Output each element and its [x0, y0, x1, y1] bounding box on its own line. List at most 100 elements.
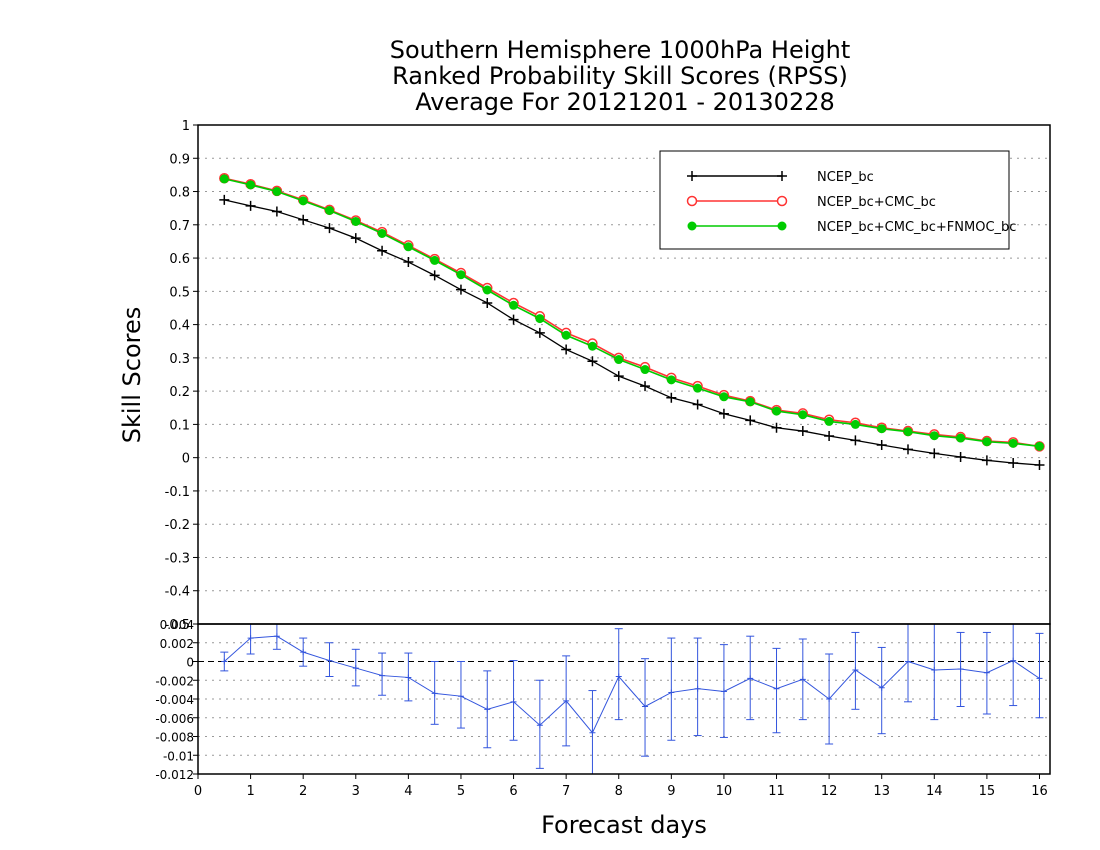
data-point	[246, 180, 256, 190]
x-tick-label: 0	[194, 784, 202, 799]
data-point	[799, 676, 806, 683]
y-tick-label: 0.002	[160, 637, 194, 651]
y-tick-label: 0.1	[169, 418, 190, 433]
y-axis-label: Skill Scores	[118, 307, 146, 444]
data-point	[694, 685, 701, 692]
y-tick-label: -0.5	[165, 618, 190, 633]
data-point	[272, 187, 282, 197]
y-tick-label: -0.004	[155, 693, 194, 707]
data-point	[692, 399, 703, 410]
data-point	[903, 427, 913, 437]
data-point	[668, 689, 675, 696]
data-point	[852, 666, 859, 673]
y-tick-label: 0.004	[160, 618, 194, 632]
data-point	[456, 270, 466, 280]
top-panel-grid	[198, 157, 1050, 592]
x-tick-label: 12	[821, 784, 838, 799]
data-point	[877, 424, 887, 434]
y-tick-label: 0.3	[169, 352, 190, 367]
data-point	[931, 666, 938, 673]
x-tick-label: 16	[1031, 784, 1048, 799]
bottom-panel-frame	[197, 623, 1051, 775]
data-point	[929, 448, 940, 459]
data-point	[403, 257, 414, 268]
data-point	[561, 344, 572, 355]
x-tick-label: 6	[509, 784, 517, 799]
data-point	[903, 444, 913, 455]
y-tick-label: 0.9	[169, 152, 190, 167]
data-point	[457, 693, 464, 700]
data-point	[745, 397, 755, 407]
y-tick-label: -0.3	[165, 551, 190, 566]
data-point	[826, 696, 833, 702]
legend-label: NCEP_bc	[817, 170, 874, 185]
x-tick-label: 7	[562, 784, 570, 799]
data-point	[324, 205, 334, 215]
data-point	[876, 440, 887, 451]
data-point	[983, 669, 990, 676]
x-tick-label: 11	[768, 784, 785, 799]
data-point	[878, 684, 885, 691]
filled-circle-marker-icon	[777, 221, 787, 231]
data-point	[484, 706, 491, 713]
legend-item-ncep-cmc-fnmoc: NCEP_bc+CMC_bc+FNMOC_bc	[687, 220, 1016, 235]
y-tick-label: -0.01	[163, 749, 194, 763]
data-point	[666, 375, 676, 385]
legend-item-ncep-bc: NCEP_bc	[687, 170, 874, 185]
data-point	[379, 672, 386, 679]
data-point	[614, 355, 624, 365]
data-point	[245, 200, 256, 211]
data-point	[1034, 459, 1045, 470]
data-point	[536, 722, 543, 729]
x-tick-label: 10	[716, 784, 733, 799]
bottom-panel-errorbars	[220, 623, 1044, 774]
data-point	[666, 392, 677, 403]
top-panel-series	[219, 172, 1045, 470]
data-point	[720, 688, 727, 695]
data-point	[956, 433, 966, 443]
y-tick-label: 1	[182, 119, 190, 134]
open-circle-marker-icon	[686, 195, 698, 207]
data-point	[298, 196, 308, 206]
data-point	[271, 206, 282, 217]
data-point	[482, 285, 492, 295]
data-point	[563, 697, 570, 704]
data-point	[1036, 675, 1043, 682]
y-tick-label: 0.2	[169, 385, 190, 400]
data-point	[589, 729, 596, 736]
y-tick-label: 0	[182, 452, 190, 467]
data-point	[587, 341, 597, 351]
data-point	[798, 410, 808, 420]
x-tick-label: 9	[667, 784, 675, 799]
x-tick-label: 5	[457, 784, 465, 799]
chart-title-line-2: Ranked Probability Skill Scores (RPSS)	[392, 62, 848, 90]
data-point	[429, 270, 440, 281]
data-point	[640, 381, 651, 392]
y-tick-label: -0.4	[165, 585, 190, 600]
data-point	[298, 214, 309, 225]
data-point	[747, 675, 754, 682]
data-point	[535, 314, 545, 324]
data-point	[300, 649, 307, 656]
data-point	[1008, 438, 1018, 448]
data-point	[824, 416, 834, 426]
data-point	[615, 673, 622, 680]
data-point	[352, 665, 359, 672]
y-tick-label: 0.5	[169, 285, 190, 300]
data-point	[377, 245, 388, 256]
y-tick-label: -0.012	[155, 768, 194, 782]
x-tick-label: 3	[352, 784, 360, 799]
data-point	[772, 406, 782, 416]
data-point	[1010, 657, 1017, 664]
data-point	[508, 314, 519, 325]
data-point	[929, 431, 939, 441]
data-point	[850, 419, 860, 429]
x-tick-label: 1	[246, 784, 254, 799]
plus-marker-icon	[687, 171, 787, 181]
y-tick-label: 0.7	[169, 219, 190, 234]
data-point	[613, 371, 624, 382]
y-tick-label: -0.002	[155, 674, 194, 688]
x-tick-label: 15	[979, 784, 996, 799]
data-point	[430, 255, 440, 265]
